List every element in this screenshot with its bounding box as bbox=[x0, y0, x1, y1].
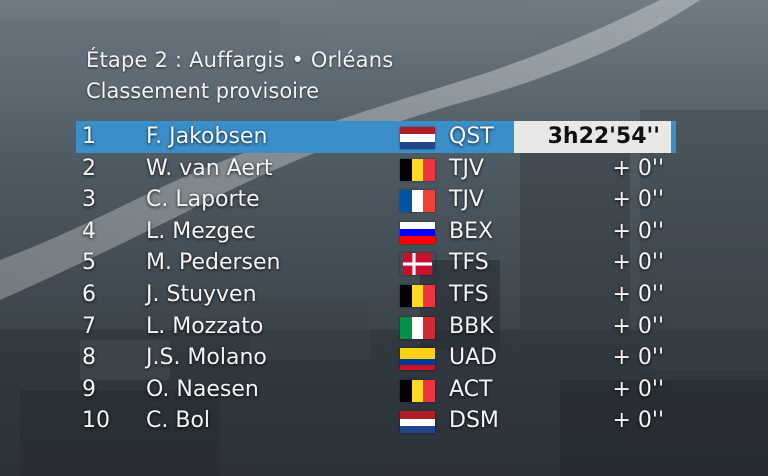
rider-name: F. Jakobsen bbox=[146, 124, 268, 149]
rider-rank: 3 bbox=[82, 187, 96, 213]
standings-row: 4 L. Mezgec BEX + 0'' bbox=[76, 216, 676, 248]
standings-row: 2 W. van Aert TJV + 0'' bbox=[76, 153, 676, 185]
rider-name: J.S. Molano bbox=[146, 345, 267, 371]
rider-rank: 6 bbox=[82, 281, 96, 307]
denmark-flag-icon bbox=[400, 253, 435, 276]
time-gap: + 0'' bbox=[612, 218, 664, 244]
netherlands-flag-icon bbox=[400, 411, 435, 434]
time-gap: + 0'' bbox=[612, 187, 664, 213]
time-gap: + 0'' bbox=[612, 408, 664, 434]
standings-table: 1 F. Jakobsen QST 3h22'54'' 2 W. van Aert TJV +… bbox=[76, 121, 676, 437]
rider-rank: 5 bbox=[82, 250, 96, 276]
standings-row: 8 J.S. Molano UAD + 0'' bbox=[76, 342, 676, 374]
time-gap: + 0'' bbox=[612, 376, 664, 402]
rider-name: L. Mezgec bbox=[146, 218, 256, 244]
time-gap: 3h22'54'' bbox=[547, 124, 660, 149]
team-code: BEX bbox=[449, 218, 494, 244]
slovenia-flag-icon bbox=[400, 221, 435, 244]
belgium-flag-icon bbox=[400, 379, 435, 402]
team-code: TFS bbox=[449, 250, 489, 276]
belgium-flag-icon bbox=[400, 158, 435, 181]
standings-row: 10 C. Bol DSM + 0'' bbox=[76, 405, 676, 437]
rider-name: L. Mozzato bbox=[146, 313, 264, 339]
team-code: TJV bbox=[449, 155, 484, 181]
time-gap: + 0'' bbox=[612, 155, 664, 181]
team-code: TFS bbox=[449, 281, 489, 307]
rider-rank: 9 bbox=[82, 376, 96, 402]
rider-name: M. Pedersen bbox=[146, 250, 281, 276]
time-gap: + 0'' bbox=[612, 313, 664, 339]
rider-rank: 4 bbox=[82, 218, 96, 244]
standings-row: 5 M. Pedersen TFS + 0'' bbox=[76, 247, 676, 279]
time-gap: + 0'' bbox=[612, 281, 664, 307]
leader-row: 1 F. Jakobsen QST 3h22'54'' bbox=[76, 121, 676, 153]
time-gap: + 0'' bbox=[612, 345, 664, 371]
team-code: TJV bbox=[449, 187, 484, 213]
rider-rank: 2 bbox=[82, 155, 96, 181]
team-code: UAD bbox=[449, 345, 498, 371]
rider-rank: 7 bbox=[82, 313, 96, 339]
time-gap: + 0'' bbox=[612, 250, 664, 276]
belgium-flag-icon bbox=[400, 284, 435, 307]
stage-title: Étape 2 : Auffargis • Orléans bbox=[86, 48, 394, 72]
colombia-flag-icon bbox=[400, 348, 435, 371]
standings-row: 3 C. Laporte TJV + 0'' bbox=[76, 184, 676, 216]
team-code: QST bbox=[449, 124, 494, 149]
rider-name: O. Naesen bbox=[146, 376, 259, 402]
leader-time-box bbox=[514, 121, 671, 153]
standings-row: 7 L. Mozzato BBK + 0'' bbox=[76, 311, 676, 343]
netherlands-flag-icon bbox=[400, 127, 435, 149]
stage-subtitle: Classement provisoire bbox=[86, 79, 320, 103]
italy-flag-icon bbox=[400, 316, 435, 339]
team-code: ACT bbox=[449, 376, 493, 402]
rider-name: W. van Aert bbox=[146, 155, 273, 181]
france-flag-icon bbox=[400, 190, 435, 213]
team-code: BBK bbox=[449, 313, 494, 339]
rider-rank: 1 bbox=[82, 124, 96, 149]
team-code: DSM bbox=[449, 408, 499, 434]
standings-row: 9 O. Naesen ACT + 0'' bbox=[76, 374, 676, 406]
rider-rank: 10 bbox=[82, 408, 110, 434]
rider-name: C. Bol bbox=[146, 408, 211, 434]
standings-row: 6 J. Stuyven TFS + 0'' bbox=[76, 279, 676, 311]
rider-name: C. Laporte bbox=[146, 187, 260, 213]
rider-name: J. Stuyven bbox=[146, 281, 257, 307]
rider-rank: 8 bbox=[82, 345, 96, 371]
